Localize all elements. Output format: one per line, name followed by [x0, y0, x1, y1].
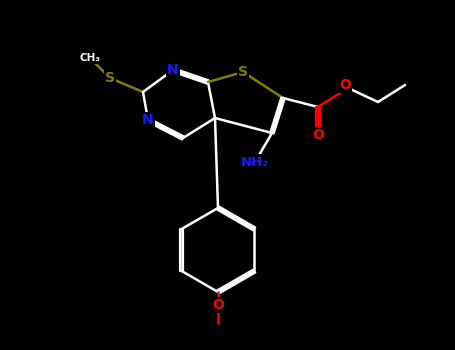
Text: N: N — [142, 113, 154, 127]
Text: O: O — [312, 128, 324, 142]
Text: O: O — [212, 298, 224, 312]
Text: S: S — [238, 65, 248, 79]
Text: O: O — [339, 78, 351, 92]
Text: S: S — [105, 71, 115, 85]
Text: CH₃: CH₃ — [80, 53, 101, 63]
Text: NH₂: NH₂ — [241, 155, 269, 168]
Text: N: N — [167, 63, 179, 77]
